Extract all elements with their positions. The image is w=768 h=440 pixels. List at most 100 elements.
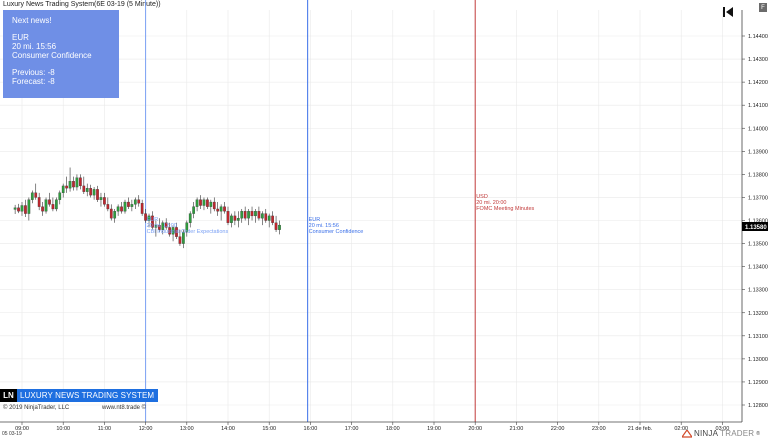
price-tick-label: 1.13800 xyxy=(748,172,768,178)
candle-body xyxy=(72,181,75,188)
time-tick-label: 20:00 xyxy=(468,426,482,432)
candle-body xyxy=(137,199,141,204)
next-news-forecast: Forecast: -8 xyxy=(12,77,55,86)
logo-ln: LN xyxy=(0,389,17,402)
news-annotation-event: CBI Industrial Order Expectations xyxy=(147,229,229,235)
candle-body xyxy=(212,201,216,210)
candle-body xyxy=(161,222,165,230)
price-tick-label: 1.13600 xyxy=(748,219,768,225)
news-annotation-time: 20 mi. 20:00 xyxy=(476,200,506,206)
next-news-event: Consumer Confidence xyxy=(12,51,92,60)
time-tick-label: 03:00 xyxy=(716,426,730,432)
price-tick-label: 1.13500 xyxy=(748,242,768,248)
time-axis: 09:00 10:00 11:00 12:00 13:00 14:00 15:00 16:00… xyxy=(15,422,729,432)
time-tick-label: 09:00 xyxy=(15,426,29,432)
current-price-label: 1.13580 xyxy=(745,225,767,231)
time-tick-label: 10:00 xyxy=(56,426,70,432)
candle-body xyxy=(82,185,86,192)
candle-body xyxy=(254,211,257,217)
candle-body xyxy=(27,199,31,214)
time-tick-label: 11:00 xyxy=(98,426,111,432)
candle-body xyxy=(61,185,65,193)
news-annotation-currency: EUR xyxy=(147,217,159,223)
candle-body xyxy=(195,199,199,207)
candle-body xyxy=(58,192,62,200)
logo-text: LUXURY NEWS TRADING SYSTEM xyxy=(17,389,159,402)
price-tick-label: 1.14400 xyxy=(748,34,768,40)
next-news-panel: Next news! EUR 20 mi. 15:56 Consumer Con… xyxy=(3,10,119,98)
candle-body xyxy=(168,227,171,235)
ninjatrader-logo-icon xyxy=(682,429,692,438)
price-tick-label: 1.13200 xyxy=(748,311,768,317)
candle-body xyxy=(199,199,202,206)
candle-body xyxy=(113,211,117,219)
price-tick-label: 1.14000 xyxy=(748,126,768,132)
ninjatrader-brand: NINJA TRADER ® xyxy=(682,429,760,438)
news-annotation-event: Consumer Confidence xyxy=(309,229,364,235)
time-tick-label: 19:00 xyxy=(427,426,441,432)
candle-body xyxy=(233,215,237,221)
candle-body xyxy=(182,231,185,244)
candle-body xyxy=(278,224,281,230)
website-text[interactable]: www.nt8.trade © xyxy=(102,405,147,411)
candle-body xyxy=(30,192,34,200)
candle-body xyxy=(96,189,99,200)
price-tick-label: 1.13100 xyxy=(748,334,768,340)
candle-body xyxy=(274,222,278,230)
time-tick-label: 13:00 xyxy=(180,426,194,432)
price-tick-label: 1.13000 xyxy=(748,357,768,363)
candle-body xyxy=(219,206,223,212)
candle-body xyxy=(257,211,261,219)
price-axis-background xyxy=(742,10,768,422)
next-news-heading: Next news! xyxy=(12,16,52,25)
candle-body xyxy=(154,224,158,228)
candle-body xyxy=(267,215,271,221)
news-annotation-currency: EUR xyxy=(309,217,321,223)
session-date: 05 03-19 xyxy=(2,431,22,437)
candle-body xyxy=(140,203,144,214)
candle-body xyxy=(185,222,189,233)
news-annotation-time: 20 mi. 12:00 xyxy=(147,223,177,229)
brand-thin: TRADER xyxy=(720,429,755,438)
candle-body xyxy=(247,211,250,219)
candle-body xyxy=(271,215,274,223)
candle-body xyxy=(223,206,226,212)
candle-body xyxy=(41,206,44,212)
candle-body xyxy=(127,201,130,207)
candle-body xyxy=(99,197,103,200)
candle-body xyxy=(65,185,68,189)
price-tick-label: 1.13300 xyxy=(748,288,768,294)
candle-body xyxy=(206,199,209,207)
candle-body xyxy=(17,207,20,212)
candle-body xyxy=(144,213,147,221)
time-tick-label: 21 de feb. xyxy=(628,426,653,432)
candle-body xyxy=(230,215,233,223)
candle-body xyxy=(44,199,48,212)
candle-body xyxy=(175,227,178,237)
candle-body xyxy=(188,213,192,223)
time-tick-label: 21:00 xyxy=(510,426,524,432)
current-price-marker: 1.13580 xyxy=(742,222,768,231)
candle-body xyxy=(264,213,268,221)
logo-banner: LN LUXURY NEWS TRADING SYSTEM xyxy=(0,389,159,402)
time-tick-label: 14:00 xyxy=(221,426,235,432)
f-button[interactable]: F xyxy=(759,3,767,12)
candle-body xyxy=(34,192,38,198)
candle-body xyxy=(48,199,51,205)
collapse-panel-icon[interactable] xyxy=(722,5,734,17)
candle-body xyxy=(157,224,161,230)
news-annotation-time: 20 mi. 15:56 xyxy=(309,223,339,229)
candle-body xyxy=(240,211,244,219)
candle-body xyxy=(178,236,182,244)
candle-body xyxy=(24,205,27,214)
next-news-currency: EUR xyxy=(12,33,29,42)
candle-body xyxy=(51,204,55,210)
candle-body xyxy=(236,218,240,221)
candle-body xyxy=(75,177,79,188)
candle-body xyxy=(13,207,17,210)
candle-body xyxy=(216,208,220,212)
price-tick-label: 1.13400 xyxy=(748,265,768,271)
candle-body xyxy=(147,215,151,221)
